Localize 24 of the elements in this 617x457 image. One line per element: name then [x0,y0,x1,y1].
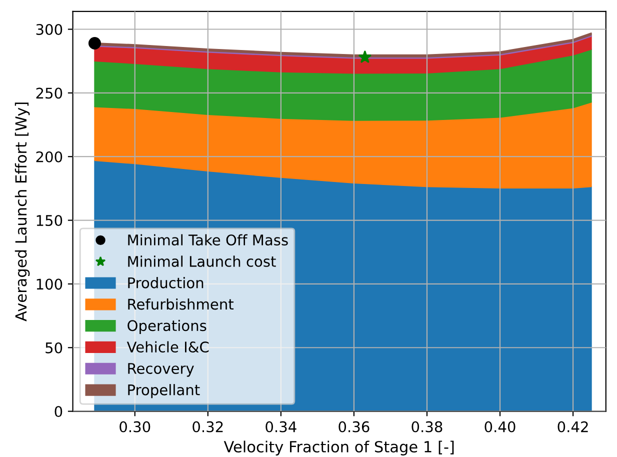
legend-label: Minimal Launch cost [128,256,276,267]
y-tick-label: 200 [36,151,62,162]
y-tick-label: 0 [54,406,62,418]
x-tick-label: 0.30 [120,421,150,432]
y-tick-label: 50 [46,342,62,354]
x-tick-label: 0.34 [266,421,296,432]
legend-label: Refurbishment [128,298,234,310]
x-tick-label: 0.32 [192,421,223,432]
y-tick-label: 100 [36,278,62,290]
legend-label: Recovery [128,363,194,377]
x-tick-label: 0.36 [338,421,370,432]
x-tick-label: 0.38 [412,421,442,432]
y-tick-label: 250 [36,88,62,99]
legend-label: Vehicle I&C [126,341,209,353]
x-tick-label: 0.40 [484,421,516,432]
y-tick-label: 300 [36,24,62,35]
y-axis-title: Averaged Launch Effort [Wy] [14,102,30,322]
legend-label: Minimal Take Off Mass [128,234,288,246]
legend-label: Propellant [128,384,200,398]
x-tick-label: 0.42 [558,421,588,432]
x-axis-title: Velocity Fraction of Stage 1 [-] [224,440,454,456]
y-tick-label: 150 [36,214,62,226]
legend-label: Production [128,277,204,288]
legend-label: Operations [128,320,206,334]
